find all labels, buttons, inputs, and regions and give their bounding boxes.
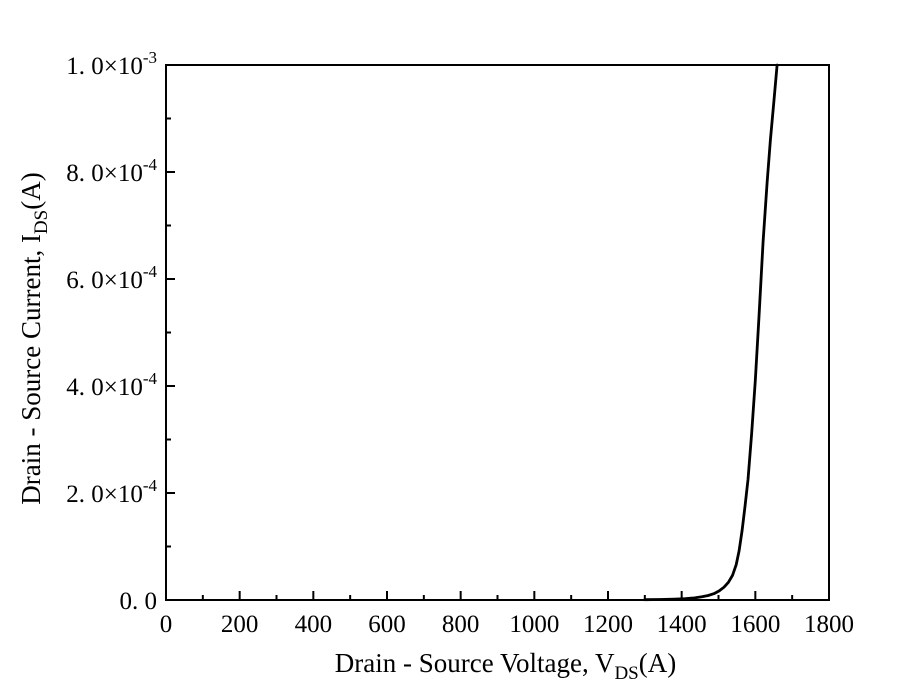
y-tick-label: 4. 0×10-4 [66, 369, 157, 401]
y-tick-label: 6. 0×10-4 [66, 262, 157, 294]
x-tick-label: 1600 [730, 611, 780, 638]
y-tick-label: 1. 0×10-3 [66, 48, 157, 80]
x-tick-label: 400 [295, 611, 333, 638]
x-tick-label: 1000 [509, 611, 559, 638]
y-tick-label: 2. 0×10-4 [66, 476, 157, 508]
y-tick-label: 0. 0 [120, 588, 158, 615]
x-tick-label: 200 [221, 611, 259, 638]
y-tick-label: 8. 0×10-4 [66, 155, 157, 187]
data-curve [643, 63, 779, 602]
x-tick-label: 1200 [583, 611, 633, 638]
x-tick-label: 1800 [804, 611, 854, 638]
x-tick-label: 0 [160, 611, 173, 638]
x-tick-label: 800 [442, 611, 480, 638]
x-tick-label: 600 [368, 611, 406, 638]
x-tick-label: 1400 [657, 611, 707, 638]
